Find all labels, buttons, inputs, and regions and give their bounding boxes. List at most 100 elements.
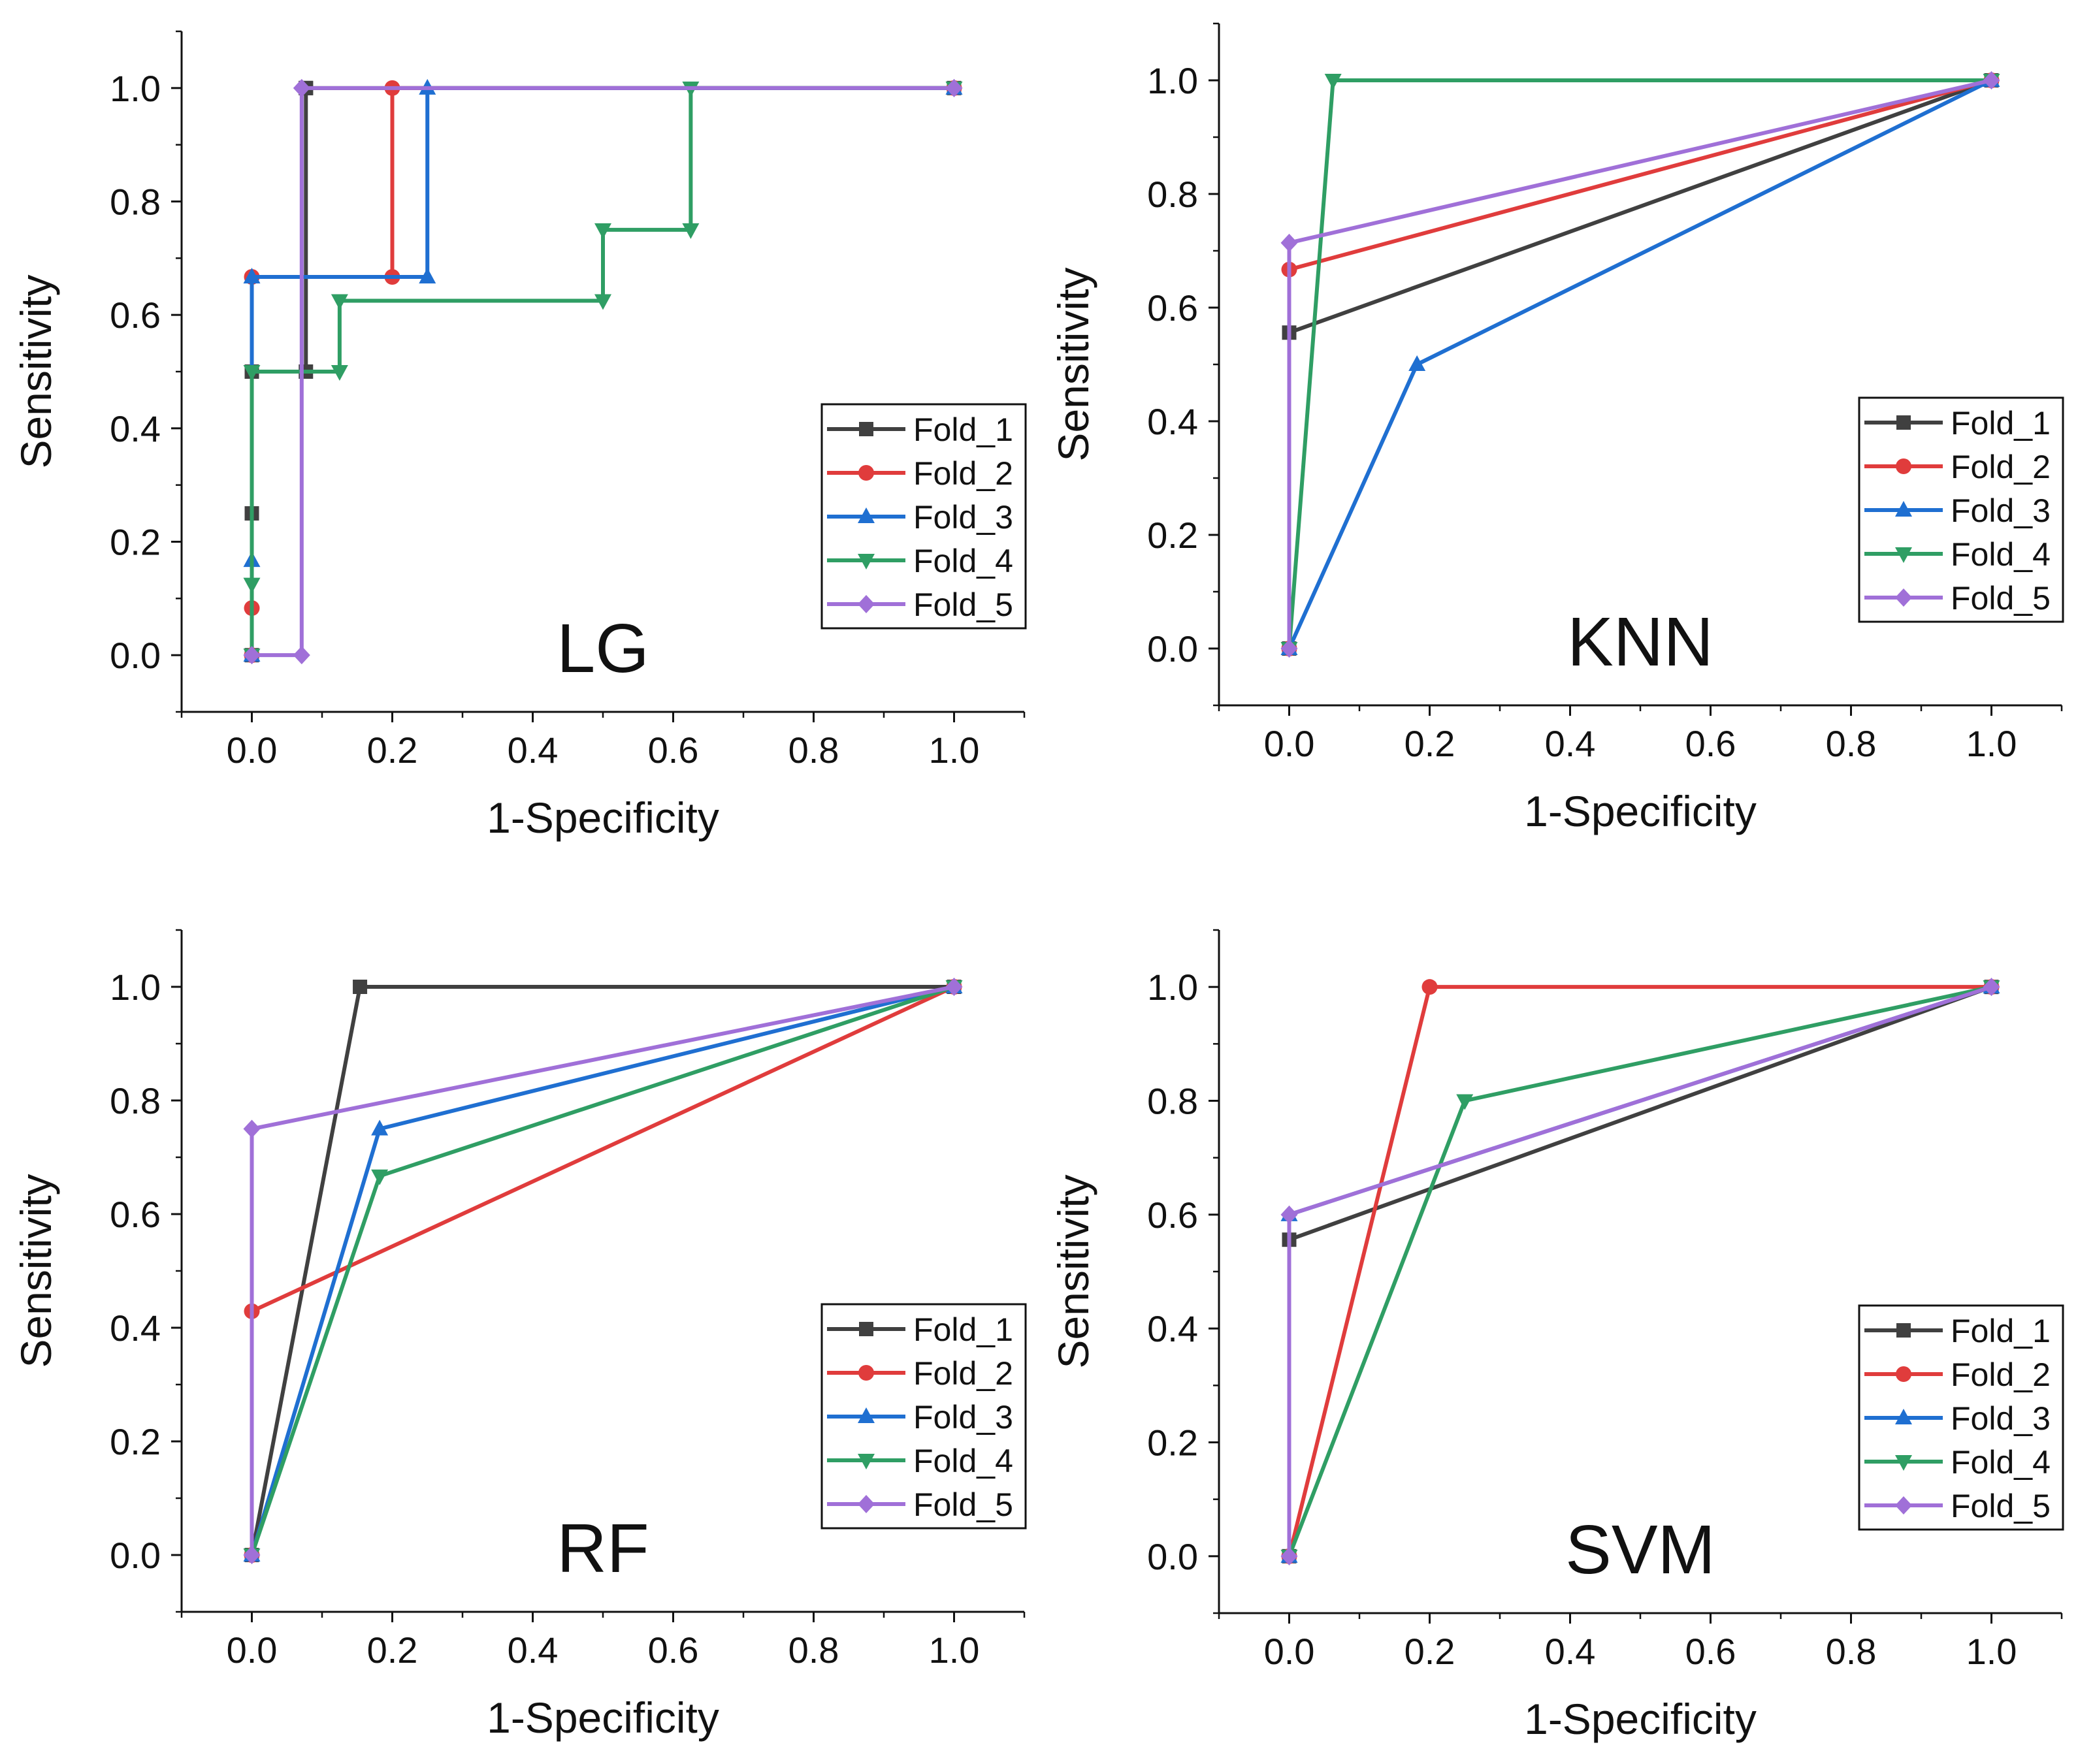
data-point: [243, 1546, 261, 1564]
chart-panel-knn: 0.0 0.2 0.4 0.6 0.8 1.0 0.0 0.2 0.4 0.6 0.8 1.0 1-Sp…: [1049, 22, 2064, 835]
x-tick-label: 0.4: [1545, 1631, 1596, 1672]
x-tick-label: 0.8: [788, 730, 839, 771]
x-tick-label: 0.0: [227, 1629, 278, 1671]
x-tick-label: 0.0: [1264, 723, 1315, 764]
panel-label: KNN: [1567, 603, 1713, 681]
x-tick-label: 0.6: [648, 1629, 699, 1671]
legend-label: Fold_3: [913, 1399, 1013, 1435]
y-tick-label: 0.0: [110, 1535, 161, 1576]
data-point: [594, 294, 611, 310]
y-tick-label: 0.0: [1147, 628, 1198, 669]
x-axis-title: 1-Specificity: [487, 794, 719, 842]
y-tick-label: 1.0: [110, 68, 161, 109]
x-tick-label: 0.6: [648, 730, 699, 771]
y-tick-label: 0.0: [110, 635, 161, 676]
data-point: [293, 646, 310, 665]
legend-label: Fold_2: [913, 455, 1013, 492]
chart-panel-svm: 0.0 0.2 0.4 0.6 0.8 1.0 0.0 0.2 0.4 0.6 0.8 1.0 1-Sp…: [1049, 929, 2064, 1743]
legend-label: Fold_4: [1951, 1444, 2051, 1481]
y-tick-label: 0.8: [110, 182, 161, 223]
data-point: [1280, 1205, 1298, 1224]
legend-marker: [1895, 1409, 1912, 1424]
y-tick-label: 0.6: [110, 295, 161, 336]
x-axis-title: 1-Specificity: [1524, 787, 1757, 835]
series-fold_5: [1280, 71, 2000, 658]
legend-marker: [859, 1322, 873, 1336]
data-point: [243, 365, 261, 381]
data-point: [371, 1119, 389, 1136]
legend-marker: [1896, 1323, 1911, 1338]
data-point: [1280, 233, 1298, 252]
data-point: [243, 1119, 261, 1138]
y-tick-label: 0.0: [1147, 1536, 1198, 1577]
data-point: [243, 267, 261, 283]
y-tick-label: 0.6: [110, 1194, 161, 1235]
y-tick-label: 1.0: [110, 967, 161, 1008]
series-fold_5: [1280, 978, 2000, 1565]
legend-label: Fold_2: [1951, 1356, 2051, 1393]
data-point: [293, 78, 310, 97]
y-tick-label: 1.0: [1147, 967, 1198, 1008]
y-axis-title: Sensitivity: [12, 1174, 60, 1368]
series-fold_5: [243, 78, 963, 665]
y-tick-label: 0.8: [1147, 174, 1198, 215]
legend-label: Fold_5: [913, 586, 1013, 623]
legend-marker: [858, 595, 875, 613]
x-tick-label: 0.8: [1826, 723, 1877, 764]
data-point: [1421, 979, 1438, 995]
legend-marker: [1895, 1455, 1912, 1471]
legend-marker: [1895, 1496, 1912, 1515]
x-tick-label: 0.8: [788, 1629, 839, 1671]
x-tick-label: 0.6: [1685, 1631, 1736, 1672]
x-tick-label: 0.6: [1685, 723, 1736, 764]
legend: Fold_1 Fold_2 Fold_3 Fold_4 Fold_5: [820, 1303, 1027, 1530]
x-tick-label: 1.0: [929, 730, 980, 771]
data-point: [945, 78, 963, 97]
x-tick-label: 0.4: [508, 730, 559, 771]
legend-marker: [858, 507, 875, 523]
data-point: [682, 223, 700, 239]
y-tick-label: 0.8: [110, 1080, 161, 1121]
y-tick-label: 0.4: [1147, 1308, 1198, 1349]
y-axis-title: Sensitivity: [1049, 267, 1097, 461]
x-tick-label: 0.2: [1404, 1631, 1455, 1672]
y-tick-label: 0.6: [1147, 1195, 1198, 1236]
legend-box: [820, 1303, 1027, 1530]
legend-label: Fold_1: [1951, 1313, 2051, 1349]
data-point: [1983, 71, 2000, 89]
legend-marker: [1896, 415, 1911, 430]
y-axis-title: Sensitivity: [1049, 1174, 1097, 1368]
legend-marker: [1896, 1366, 1911, 1382]
series-line: [250, 86, 954, 656]
legend-marker: [858, 1495, 875, 1513]
legend-label: Fold_4: [1951, 536, 2051, 573]
legend-marker: [858, 1454, 875, 1469]
x-tick-label: 0.2: [367, 730, 418, 771]
legend: Fold_1 Fold_2 Fold_3 Fold_4 Fold_5: [820, 403, 1027, 630]
x-tick-label: 0.0: [227, 730, 278, 771]
data-point: [1408, 355, 1426, 371]
series-fold_5: [243, 978, 963, 1564]
legend-marker: [858, 465, 874, 481]
x-tick-label: 1.0: [929, 1629, 980, 1671]
data-point: [371, 1169, 389, 1185]
legend-label: Fold_1: [913, 1311, 1013, 1348]
data-point: [945, 978, 963, 996]
y-tick-label: 0.6: [1147, 287, 1198, 329]
legend-label: Fold_4: [913, 543, 1013, 579]
x-axis-title: 1-Specificity: [1524, 1695, 1757, 1743]
data-point: [594, 223, 611, 239]
data-point: [243, 577, 261, 594]
y-tick-label: 1.0: [1147, 60, 1198, 101]
y-axis-title: Sensitivity: [12, 274, 60, 468]
legend-label: Fold_5: [1951, 580, 2051, 617]
data-point: [1324, 74, 1342, 89]
panel-label: LG: [557, 610, 649, 687]
legend-marker: [1895, 588, 1912, 607]
legend-label: Fold_5: [913, 1486, 1013, 1523]
x-tick-label: 0.8: [1826, 1631, 1877, 1672]
data-point: [331, 365, 348, 381]
legend-marker: [859, 422, 873, 436]
legend-marker: [1896, 458, 1911, 474]
data-point: [1280, 639, 1298, 658]
